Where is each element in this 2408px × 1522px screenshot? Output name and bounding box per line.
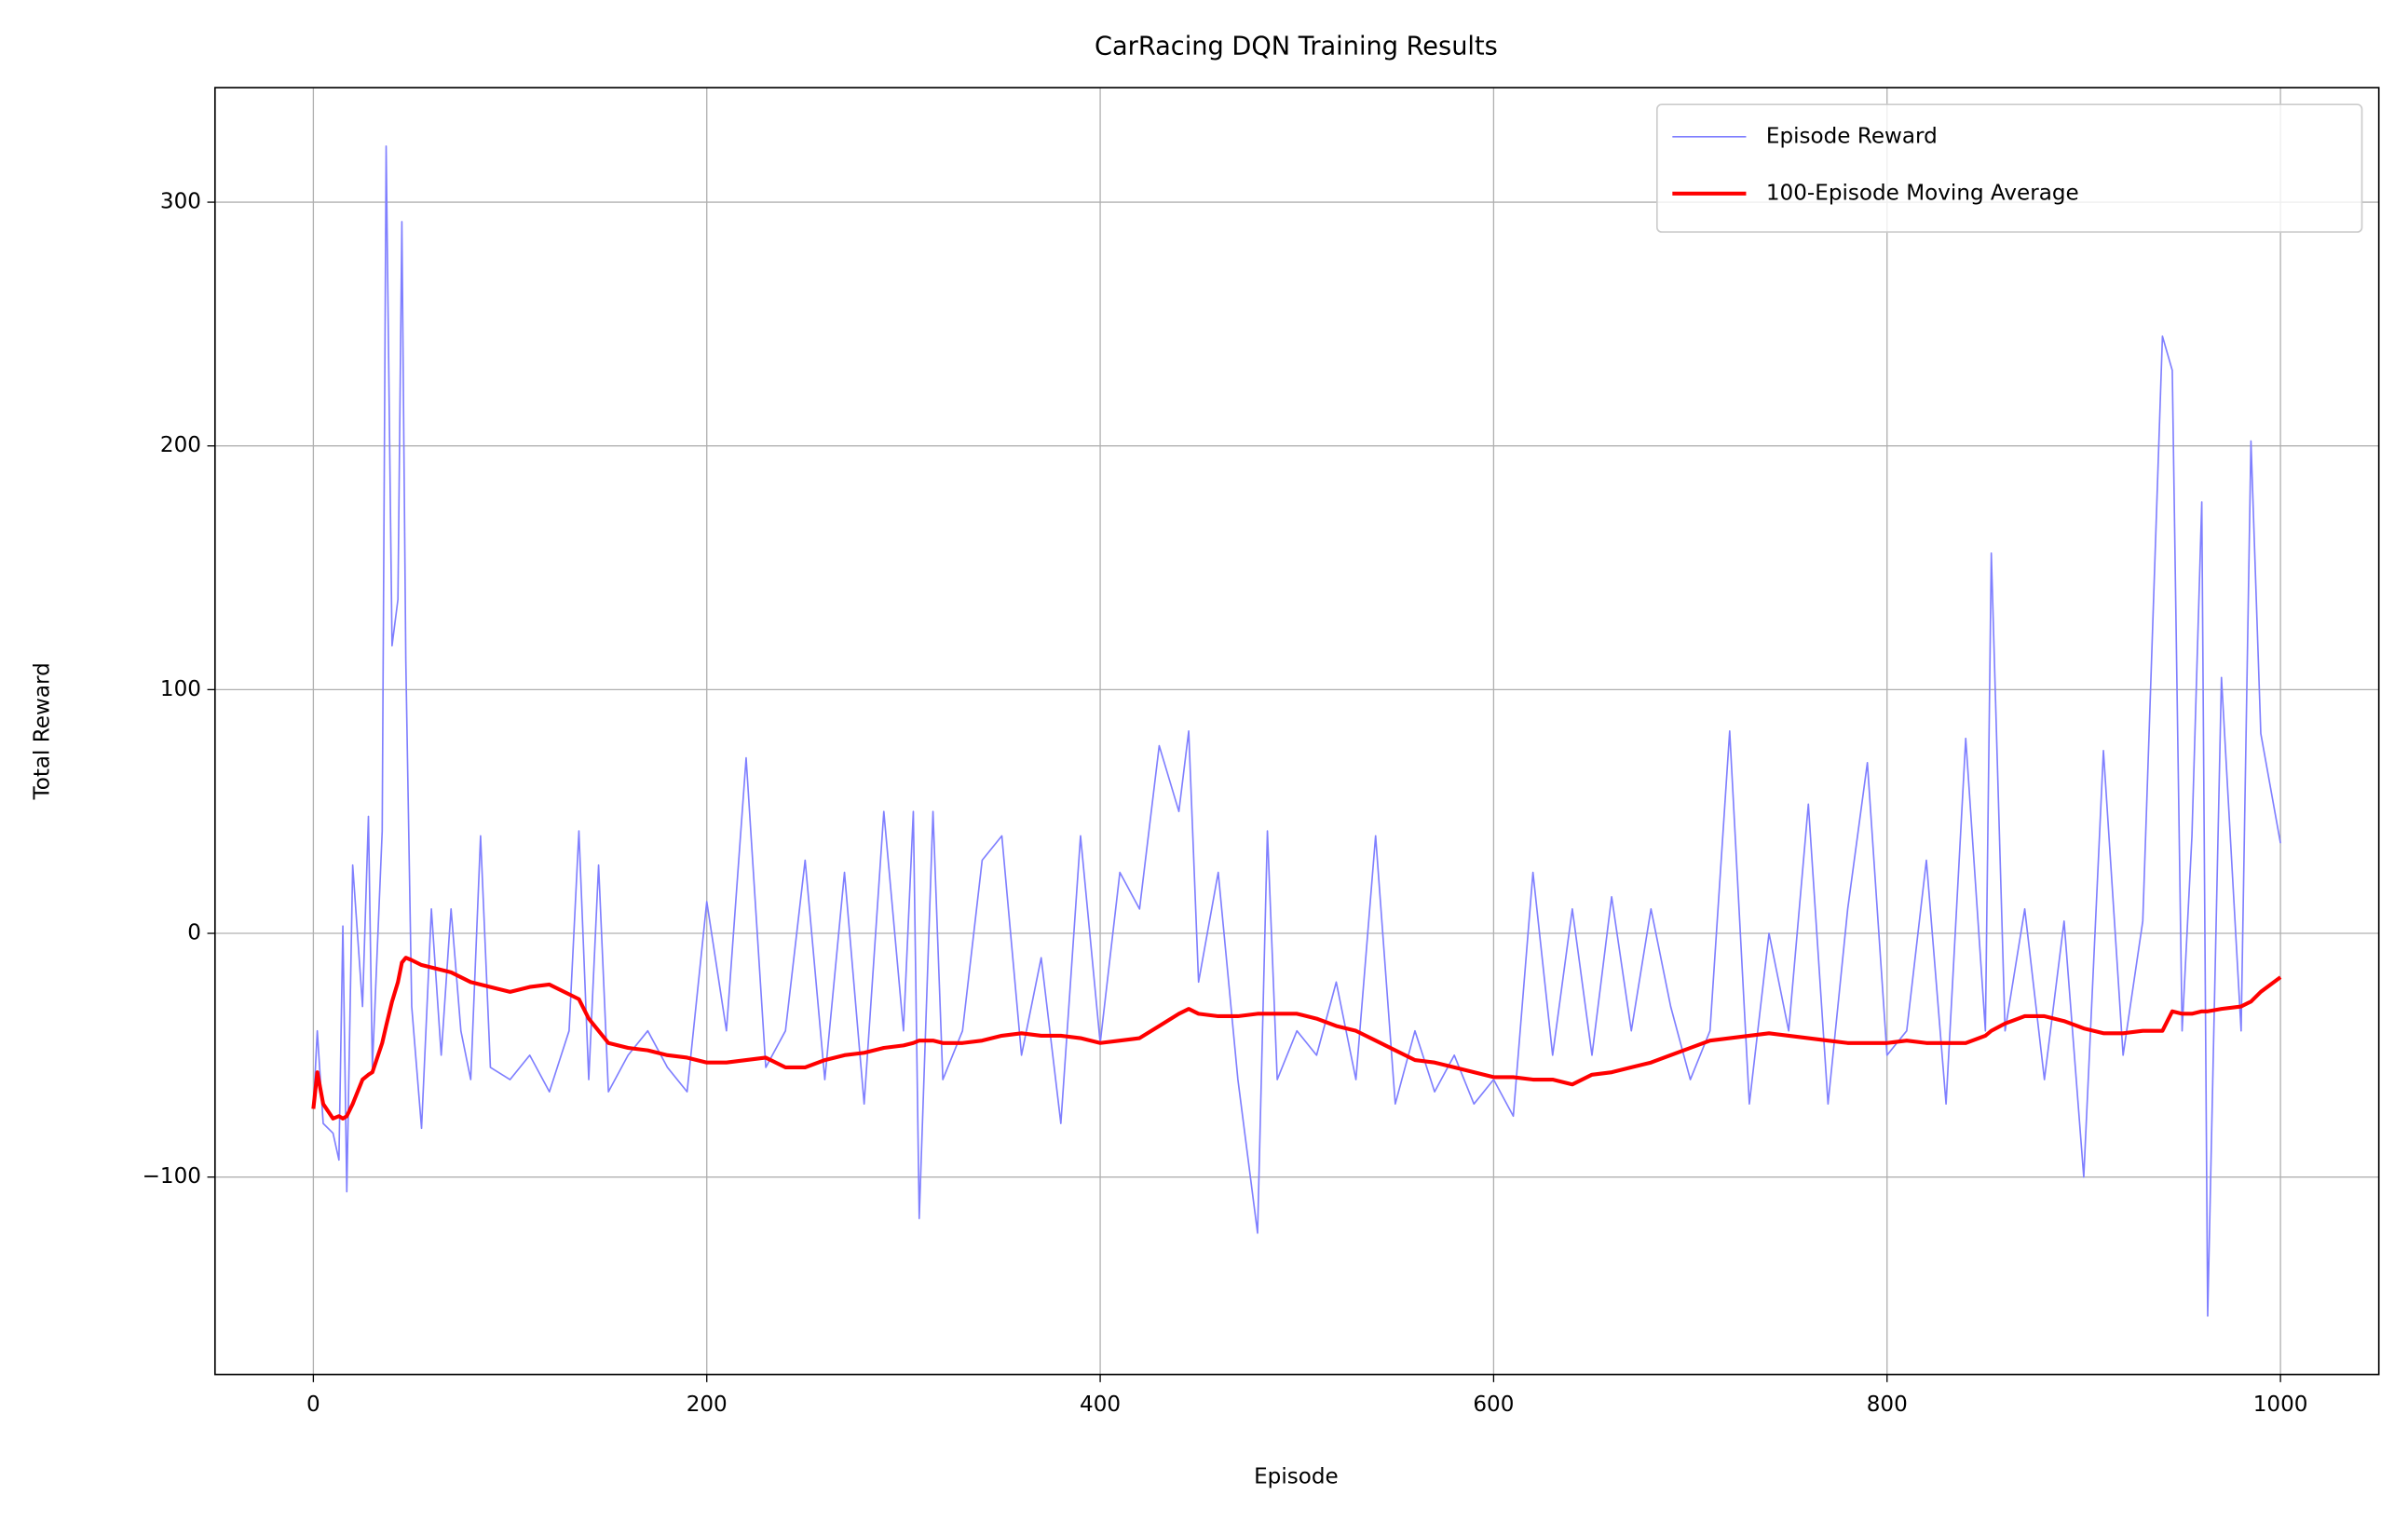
plot-frame [213,87,2380,1376]
series-line [312,145,2281,1317]
legend-label: 100-Episode Moving Average [1766,181,2079,205]
y-tick-label: −100 [143,1164,201,1189]
chart-title: CarRacing DQN Training Results [1095,33,1498,61]
y-tick-label: 0 [187,921,201,945]
x-tick-label: 1000 [2253,1393,2308,1417]
y-tick-label: 200 [160,433,201,457]
x-axis-label: Episode [1254,1465,1339,1489]
series-line [311,956,2282,1121]
legend-label: Episode Reward [1766,124,1938,148]
y-tick-label: 300 [160,190,201,214]
x-tick-label: 800 [1867,1393,1908,1417]
x-tick-label: 0 [306,1393,320,1417]
y-axis-label: Total Reward [31,662,55,800]
y-tick-label: 100 [160,677,201,701]
x-tick-label: 200 [687,1393,728,1417]
x-tick-label: 400 [1080,1393,1121,1417]
x-tick-label: 600 [1473,1393,1514,1417]
legend-box [1656,103,2363,233]
